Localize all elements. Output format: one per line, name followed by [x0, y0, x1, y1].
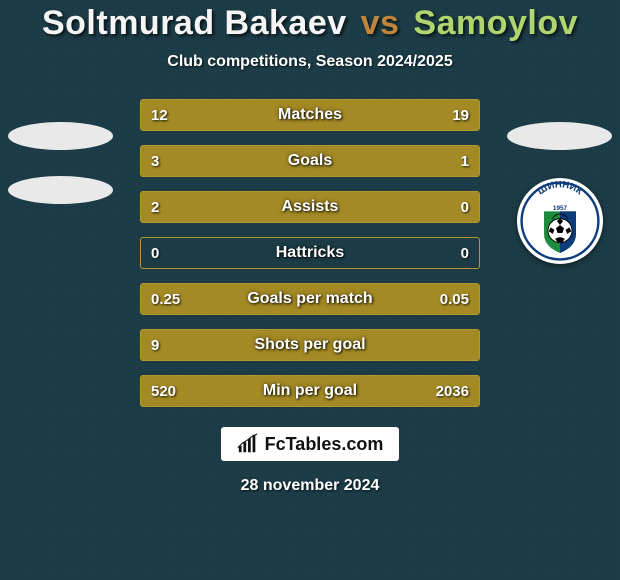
bar-chart-icon [237, 433, 259, 455]
stat-row: Goals31 [140, 145, 480, 177]
brand-badge: FcTables.com [221, 427, 400, 461]
stat-fill-left [141, 284, 422, 314]
comparison-title: Soltmurad Bakaev vs Samoylov [42, 4, 578, 43]
stat-fill-right [273, 100, 479, 130]
stat-fill-left [141, 330, 479, 360]
stat-fill-left [141, 192, 479, 222]
stat-fill-right [209, 376, 479, 406]
stat-fill-right [395, 146, 480, 176]
stat-value-right: 0 [451, 238, 479, 268]
stat-fill-left [141, 100, 273, 130]
stat-row: Goals per match0.250.05 [140, 283, 480, 315]
stat-value-left: 0 [141, 238, 169, 268]
stat-row: Shots per goal9 [140, 329, 480, 361]
stat-row: Hattricks0 0 [140, 237, 480, 269]
snapshot-date: 28 november 2024 [241, 477, 380, 495]
comparison-area: Matches1219 Goals31 Assists20 Hattricks0 0 Go… [0, 99, 620, 407]
vs-text: vs [361, 4, 400, 42]
brand-name: FcTables.com [265, 434, 384, 455]
stat-bars-column: Matches1219 Goals31 Assists20 Hattricks0 0 Go… [140, 99, 480, 407]
stat-row: Matches1219 [140, 99, 480, 131]
player1-name: Soltmurad Bakaev [42, 4, 347, 42]
stat-row: Assists20 [140, 191, 480, 223]
stat-fill-right [422, 284, 479, 314]
player2-name: Samoylov [413, 4, 578, 42]
stat-label: Hattricks [141, 238, 479, 268]
comparison-subtitle: Club competitions, Season 2024/2025 [167, 53, 452, 71]
stat-row: Min per goal5202036 [140, 375, 480, 407]
stat-fill-left [141, 146, 395, 176]
stat-fill-left [141, 376, 209, 406]
